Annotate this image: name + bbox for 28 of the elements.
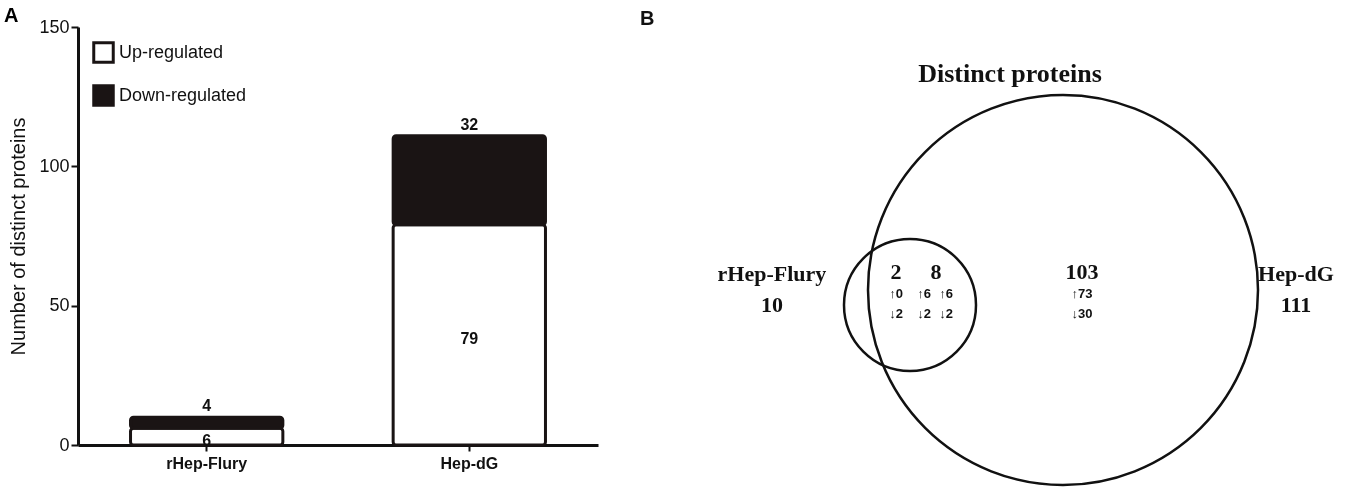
text: ↑0 xyxy=(889,286,903,301)
text: ↓30 xyxy=(1071,306,1093,321)
text: ↓2 xyxy=(917,306,931,321)
text: 8 xyxy=(930,259,942,284)
text: ↑6 xyxy=(939,286,953,301)
text: rHep-Flury xyxy=(717,261,827,286)
y-tick-label: 150 xyxy=(39,16,70,37)
legend-label: Down-regulated xyxy=(119,84,247,105)
text: ↑73 xyxy=(1071,286,1093,301)
y-axis-title: Number of distinct proteins xyxy=(7,117,30,356)
data-label: 32 xyxy=(460,115,479,133)
y-tick-label: 100 xyxy=(39,155,70,176)
text: B xyxy=(640,7,655,29)
data-label: 4 xyxy=(202,397,212,415)
text: 103 xyxy=(1065,259,1099,284)
text: 111 xyxy=(1280,292,1312,317)
text: 2 xyxy=(890,259,902,284)
y-tick-label: 50 xyxy=(49,295,70,316)
y-tick-label: 0 xyxy=(59,434,70,455)
text: ↓2 xyxy=(939,306,953,321)
text: Hep-dG xyxy=(1258,261,1334,286)
text: 10 xyxy=(761,292,783,317)
text: Distinct proteins xyxy=(918,59,1102,88)
text: A xyxy=(4,4,19,27)
text: ↑6 xyxy=(917,286,931,301)
legend-label: Up-regulated xyxy=(119,41,224,62)
text: ↓2 xyxy=(889,306,903,321)
data-label: 79 xyxy=(460,329,479,347)
